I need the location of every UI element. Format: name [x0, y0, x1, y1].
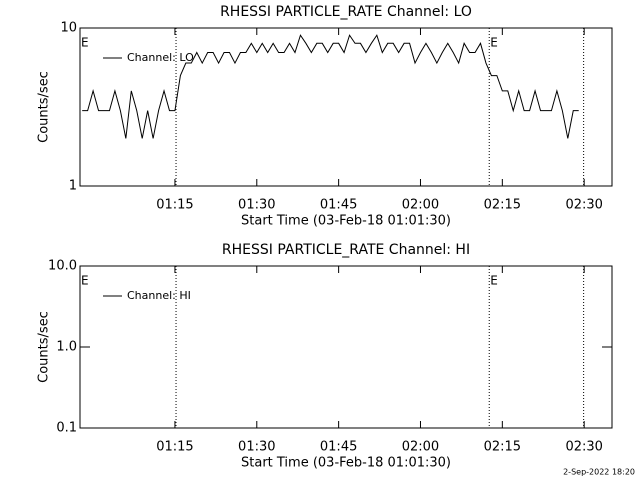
y-tick-label: 10 — [60, 21, 77, 36]
y-tick-label: 1 — [69, 179, 77, 194]
x-tick-label: 01:45 — [320, 198, 357, 213]
annotation: E — [490, 274, 498, 288]
x-tick-label: 01:15 — [156, 440, 193, 455]
legend-label: Channel: HI — [127, 289, 191, 302]
y-axis-label: Counts/sec — [37, 311, 52, 383]
plot-frame — [79, 27, 613, 187]
annotation: E — [81, 274, 89, 288]
annotation: E — [81, 36, 89, 50]
x-tick-label: 01:30 — [238, 440, 275, 455]
y-tick-label: 1.0 — [56, 340, 77, 355]
x-tick-label: 01:15 — [156, 198, 193, 213]
data-line — [82, 34, 579, 139]
annotation: E — [490, 36, 498, 50]
x-tick-label: 02:30 — [565, 198, 602, 213]
x-axis-label: Start Time (03-Feb-18 01:01:30) — [241, 214, 451, 229]
legend-label: Channel: LO — [127, 51, 194, 64]
y-tick-label: 0.1 — [56, 421, 77, 436]
x-tick-label: 02:00 — [402, 440, 439, 455]
x-tick-label: 01:30 — [238, 198, 275, 213]
y-tick-label: 10.0 — [48, 259, 77, 274]
y-axis-label: Counts/sec — [37, 71, 52, 143]
chart-title: RHESSI PARTICLE_RATE Channel: HI — [222, 242, 470, 258]
x-tick-label: 02:30 — [565, 440, 602, 455]
chart-title: RHESSI PARTICLE_RATE Channel: LO — [220, 4, 472, 20]
x-axis-label: Start Time (03-Feb-18 01:01:30) — [241, 456, 451, 471]
x-tick-label: 01:45 — [320, 440, 357, 455]
x-tick-label: 02:00 — [402, 198, 439, 213]
x-tick-label: 02:15 — [484, 198, 521, 213]
x-tick-label: 02:15 — [484, 440, 521, 455]
footer: 2-Sep-2022 18:20 — [563, 468, 635, 477]
